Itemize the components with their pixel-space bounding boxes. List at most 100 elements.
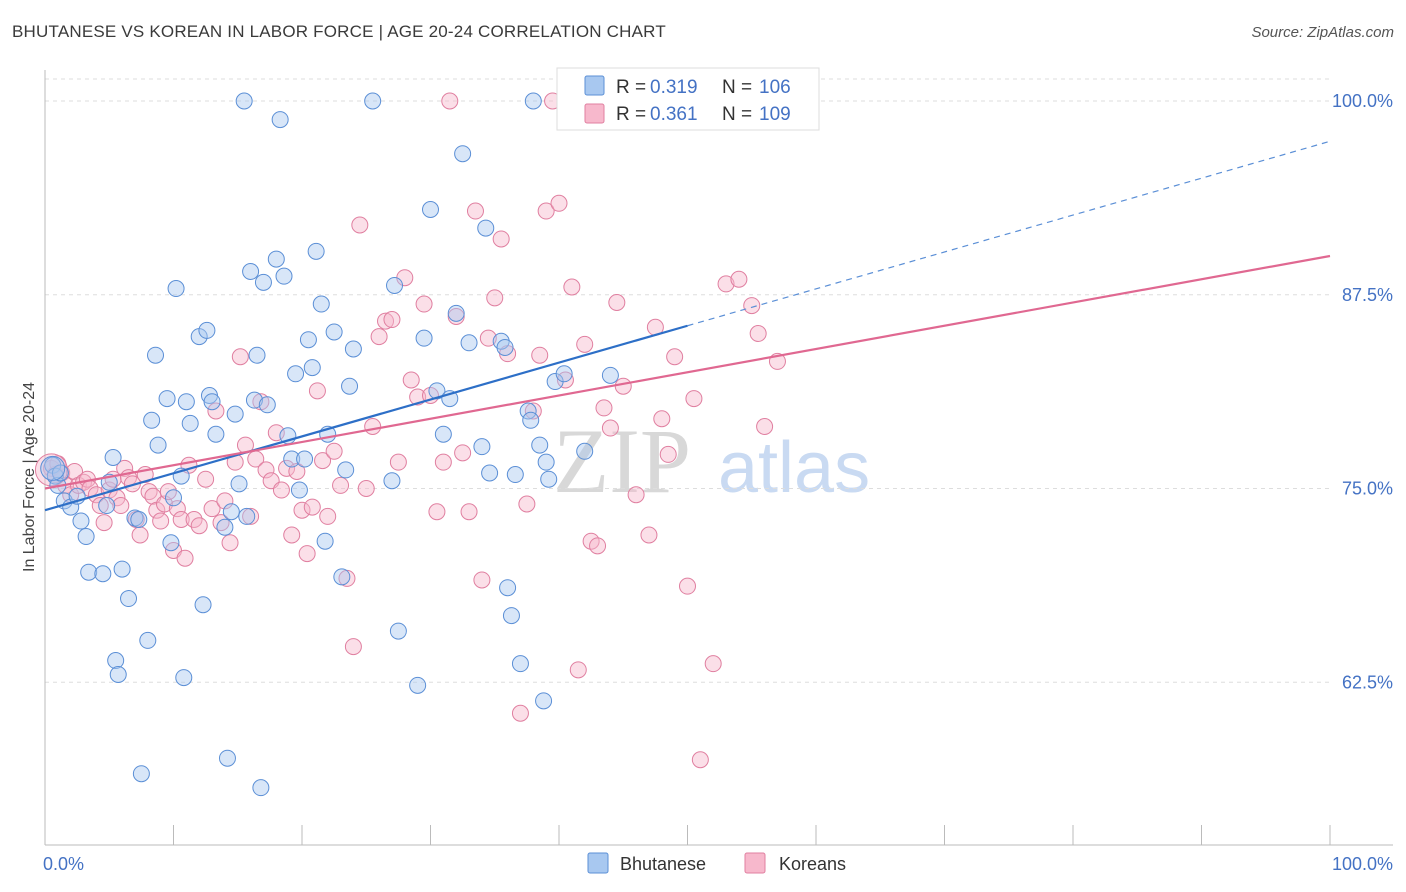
legend-r-label-bhutanese: R = xyxy=(616,77,646,98)
bhutanese-point-41 xyxy=(222,503,240,521)
bhutanese-point-17 xyxy=(120,590,138,608)
bhutanese-point-61 xyxy=(303,359,321,377)
legend-r-value-koreans: 0.361 xyxy=(650,104,698,125)
koreans-point-121 xyxy=(756,418,774,435)
koreans-point-106 xyxy=(614,377,632,395)
koreans-point-103 xyxy=(595,399,613,417)
bhutanese-point-101 xyxy=(555,365,573,383)
koreans-point-53 xyxy=(278,459,296,477)
bhutanese-point-50 xyxy=(254,273,272,291)
koreans-point-44 xyxy=(231,348,249,366)
bhutanese-point-7 xyxy=(72,512,90,530)
bhutanese-point-39 xyxy=(216,518,234,536)
koreans-point-102 xyxy=(589,537,607,555)
bhutanese-point-77 xyxy=(422,201,439,218)
bhutanese-trend-extension xyxy=(687,140,1331,327)
koreans-point-41 xyxy=(216,492,234,510)
koreans-point-82 xyxy=(454,444,472,462)
koreans-point-90 xyxy=(511,704,529,722)
y-tick-label-0: 62.5% xyxy=(1342,672,1393,692)
koreans-point-88 xyxy=(492,230,510,248)
koreans-point-22 xyxy=(131,526,149,544)
series-legend: Bhutanese Koreans xyxy=(587,852,846,874)
koreans-point-94 xyxy=(537,202,555,220)
legend-n-label-bhutanese: N = xyxy=(722,77,752,98)
koreans-point-84 xyxy=(466,202,484,220)
koreans-point-61 xyxy=(319,507,337,525)
koreans-point-113 xyxy=(679,577,696,595)
bhutanese-point-78 xyxy=(428,382,446,400)
koreans-point-67 xyxy=(357,480,375,497)
koreans-point-33 xyxy=(176,549,194,567)
bhutanese-point-96 xyxy=(531,436,549,454)
bhutanese-point-99 xyxy=(540,470,558,488)
koreans-point-83 xyxy=(460,503,478,521)
bhutanese-point-60 xyxy=(299,331,317,349)
bhutanese-point-38 xyxy=(207,425,225,443)
bhutanese-point-89 xyxy=(499,579,517,597)
koreans-point-58 xyxy=(303,498,321,516)
bhutanese-point-54 xyxy=(275,267,293,285)
bhutanese-point-49 xyxy=(252,779,270,797)
koreans-point-27 xyxy=(152,512,170,530)
koreans-point-114 xyxy=(685,390,703,408)
bhutanese-point-94 xyxy=(522,411,540,429)
bhutanese-point-71 xyxy=(364,92,382,110)
bhutanese-point-35 xyxy=(198,321,216,339)
bhutanese-points xyxy=(40,92,619,797)
bhutanese-point-102 xyxy=(576,442,594,460)
bottom-legend-swatch-koreans xyxy=(744,852,766,874)
bhutanese-point-13 xyxy=(104,449,122,466)
bhutanese-point-62 xyxy=(307,242,325,260)
bhutanese-point-81 xyxy=(447,304,465,322)
bhutanese-point-34 xyxy=(194,596,212,614)
koreans-point-117 xyxy=(717,275,735,293)
koreans-point-57 xyxy=(298,545,316,563)
koreans-point-96 xyxy=(550,194,568,212)
bottom-legend-label-koreans: Koreans xyxy=(779,854,846,874)
bhutanese-point-88 xyxy=(496,338,514,356)
legend-n-value-bhutanese: 106 xyxy=(759,77,791,98)
koreans-point-115 xyxy=(691,751,709,769)
koreans-point-80 xyxy=(441,92,459,110)
bhutanese-point-47 xyxy=(245,391,263,409)
bhutanese-point-37 xyxy=(203,393,221,411)
chart-title: BHUTANESE VS KOREAN IN LABOR FORCE | AGE… xyxy=(12,22,666,41)
bhutanese-point-8 xyxy=(77,528,95,546)
koreans-point-79 xyxy=(434,453,452,471)
koreans-point-38 xyxy=(203,500,221,518)
koreans-point-13 xyxy=(95,514,113,532)
bhutanese-point-79 xyxy=(434,425,452,443)
bhutanese-point-84 xyxy=(473,438,491,456)
bhutanese-point-74 xyxy=(389,622,407,640)
bhutanese-point-52 xyxy=(267,250,285,268)
bhutanese-point-23 xyxy=(147,346,165,364)
bhutanese-point-68 xyxy=(337,461,355,479)
koreans-point-78 xyxy=(428,503,446,521)
trend-lines xyxy=(44,140,1331,512)
bhutanese-point-16 xyxy=(113,560,131,578)
y-tick-label-2: 87.5% xyxy=(1342,285,1393,305)
bhutanese-point-58 xyxy=(290,481,308,499)
koreans-point-59 xyxy=(308,382,326,400)
koreans-point-31 xyxy=(168,500,186,518)
bhutanese-point-44 xyxy=(238,507,256,525)
bhutanese-point-90 xyxy=(502,607,520,625)
koreans-point-105 xyxy=(608,294,626,311)
bhutanese-point-86 xyxy=(481,464,499,482)
bhutanese-point-46 xyxy=(242,263,260,280)
bhutanese-point-53 xyxy=(271,111,289,129)
koreans-point-52 xyxy=(272,481,290,499)
legend-r-label-koreans: R = xyxy=(616,104,646,125)
x-tick-label-1: 100.0% xyxy=(1332,854,1393,874)
legend-swatch-koreans xyxy=(584,103,605,124)
bhutanese-point-105 xyxy=(601,366,619,384)
bhutanese-point-92 xyxy=(511,655,529,673)
bhutanese-point-97 xyxy=(535,692,553,710)
bhutanese-point-75 xyxy=(409,676,427,694)
bhutanese-point-66 xyxy=(325,323,343,341)
koreans-point-56 xyxy=(293,501,311,519)
bhutanese-point-73 xyxy=(386,276,404,294)
legend-swatch-bhutanese xyxy=(584,75,605,96)
legend-n-value-koreans: 109 xyxy=(759,104,791,125)
